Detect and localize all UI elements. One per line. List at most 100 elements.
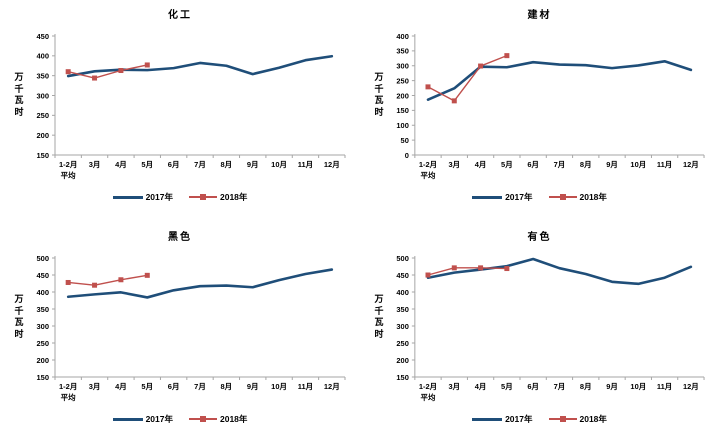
svg-text:8月: 8月 [580, 160, 592, 169]
svg-text:350: 350 [36, 71, 49, 80]
svg-text:150: 150 [396, 106, 408, 115]
svg-text:400: 400 [36, 52, 49, 61]
svg-text:450: 450 [36, 271, 49, 280]
svg-text:150: 150 [36, 373, 49, 382]
svg-text:350: 350 [36, 305, 49, 314]
svg-text:300: 300 [396, 62, 408, 71]
svg-text:9月: 9月 [247, 382, 259, 391]
legend-line-2017-swatch [472, 417, 503, 421]
svg-text:11月: 11月 [298, 160, 313, 169]
svg-text:500: 500 [36, 254, 49, 263]
legend-label-2017: 2017年 [505, 192, 533, 202]
chart-title-ferrous: 黑色 [168, 232, 192, 243]
legend-line-2018-swatch [548, 194, 577, 200]
y-axis-title-chemical: 万千瓦时 [14, 72, 24, 117]
legend-item-2017: 2017年 [112, 413, 173, 425]
svg-text:5月: 5月 [501, 160, 513, 169]
chart-legend-chemical: 2017年 2018年 [0, 191, 360, 203]
svg-text:1-2月: 1-2月 [59, 160, 77, 169]
svg-text:11月: 11月 [657, 382, 672, 391]
svg-text:300: 300 [36, 91, 49, 100]
svg-text:10月: 10月 [630, 382, 646, 391]
svg-text:12月: 12月 [324, 160, 340, 169]
y-axis-title-ferrous: 万千瓦时 [14, 294, 24, 339]
svg-text:11月: 11月 [657, 160, 672, 169]
legend-line-2017-swatch [112, 195, 143, 199]
svg-text:150: 150 [396, 373, 408, 382]
legend-label-2018: 2018年 [220, 414, 248, 424]
y-axis-title-nonferrous: 万千瓦时 [374, 294, 384, 339]
chart-title-nonferrous: 有色 [527, 232, 552, 243]
svg-text:450: 450 [36, 32, 49, 41]
svg-text:250: 250 [396, 76, 408, 85]
svg-text:平均: 平均 [61, 392, 76, 402]
svg-text:9月: 9月 [606, 382, 618, 391]
svg-text:10月: 10月 [271, 160, 287, 169]
chart-cell-nonferrous: 有色 万千瓦时 150 200 250 300 350 400 450 500 1-2月 平均 3月… [360, 222, 719, 444]
legend-line-2017-swatch [112, 417, 143, 421]
svg-text:12月: 12月 [683, 382, 699, 391]
svg-text:10月: 10月 [271, 382, 287, 391]
svg-text:400: 400 [36, 288, 49, 297]
legend-item-2018: 2018年 [548, 191, 607, 203]
svg-text:350: 350 [396, 47, 408, 56]
legend-item-2017: 2017年 [112, 191, 173, 203]
svg-text:6月: 6月 [527, 160, 539, 169]
svg-text:250: 250 [396, 339, 408, 348]
svg-text:200: 200 [396, 356, 408, 365]
svg-text:1-2月: 1-2月 [59, 382, 77, 391]
svg-text:200: 200 [36, 356, 49, 365]
chart-legend-nonferrous: 2017年 2018年 [360, 413, 719, 425]
svg-text:7月: 7月 [194, 382, 206, 391]
legend-line-2017-swatch [472, 195, 503, 199]
svg-text:4月: 4月 [115, 160, 127, 169]
svg-text:50: 50 [401, 136, 409, 145]
svg-text:5月: 5月 [141, 160, 153, 169]
legend-label-2017: 2017年 [505, 414, 533, 424]
svg-text:150: 150 [36, 151, 49, 160]
svg-text:6月: 6月 [168, 160, 180, 169]
svg-text:3月: 3月 [89, 382, 101, 391]
legend-label-2018: 2018年 [579, 192, 607, 202]
svg-text:4月: 4月 [475, 160, 487, 169]
svg-text:9月: 9月 [606, 160, 618, 169]
svg-text:1-2月: 1-2月 [419, 160, 437, 169]
svg-text:8月: 8月 [221, 160, 233, 169]
chart-title-chemical: 化工 [168, 10, 192, 21]
svg-text:3月: 3月 [448, 160, 460, 169]
legend-label-2018: 2018年 [220, 192, 248, 202]
legend-label-2018: 2018年 [579, 414, 607, 424]
svg-text:平均: 平均 [61, 170, 76, 180]
svg-text:10月: 10月 [630, 160, 646, 169]
legend-item-2018: 2018年 [189, 191, 247, 203]
svg-text:400: 400 [396, 288, 408, 297]
svg-text:平均: 平均 [421, 170, 436, 180]
chart-cell-building-materials: 建材 万千瓦时 0 50 100 150 200 250 300 350 400 1-2月 平均 3月… [360, 0, 719, 222]
legend-item-2018: 2018年 [189, 413, 247, 425]
svg-text:400: 400 [396, 32, 408, 41]
svg-text:9月: 9月 [247, 160, 259, 169]
svg-text:4月: 4月 [475, 382, 487, 391]
svg-text:250: 250 [36, 111, 49, 120]
svg-text:6月: 6月 [527, 382, 539, 391]
svg-text:7月: 7月 [554, 160, 566, 169]
chart-legend-building-materials: 2017年 2018年 [360, 191, 719, 203]
svg-text:0: 0 [405, 151, 409, 160]
svg-text:1-2月: 1-2月 [419, 382, 437, 391]
y-axis-title-building-materials: 万千瓦时 [374, 72, 384, 117]
legend-label-2017: 2017年 [145, 192, 173, 202]
svg-text:6月: 6月 [168, 382, 180, 391]
legend-line-2018-swatch [548, 416, 577, 422]
chart-cell-chemical: 化工 万千瓦时 150 200 250 300 350 400 450 1-2月 平均 3月 4月 5… [0, 0, 360, 222]
legend-line-2018-swatch [189, 416, 217, 422]
svg-text:8月: 8月 [221, 382, 233, 391]
svg-text:3月: 3月 [89, 160, 101, 169]
svg-text:5月: 5月 [141, 382, 153, 391]
svg-text:5月: 5月 [501, 382, 513, 391]
legend-line-2018-swatch [189, 194, 217, 200]
chart-cell-ferrous: 黑色 万千瓦时 150 200 250 300 350 400 450 500 1-2月 平均 3月… [0, 222, 360, 444]
